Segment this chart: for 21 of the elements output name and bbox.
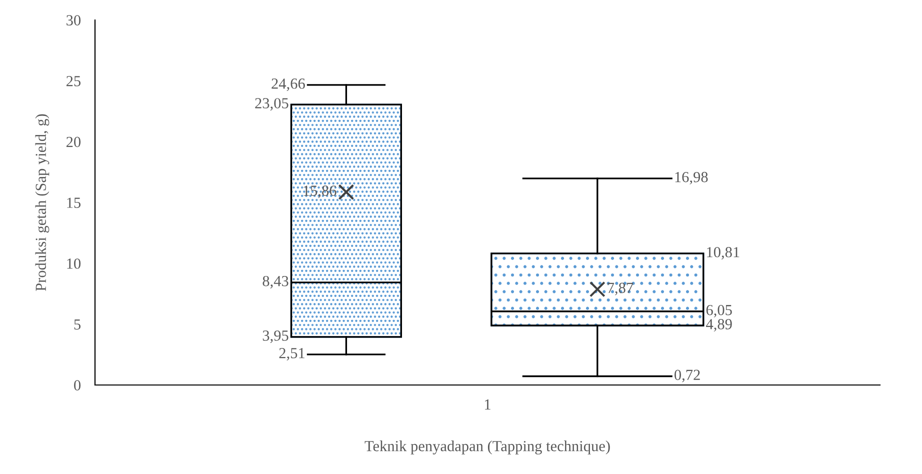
annotation: 8,43	[262, 276, 288, 288]
annotation: 0,72	[674, 370, 700, 382]
x-tick-label: 1	[485, 399, 490, 410]
annotation: 23,05	[255, 98, 288, 111]
annotation: 16,98	[675, 172, 708, 184]
annotation: 7,87	[608, 282, 634, 296]
y-tick-label: 0	[74, 380, 81, 390]
y-axis-title: Produksi getah (Sap yield, g)	[35, 114, 50, 291]
x-axis-title: Teknik penyadapan (Tapping technique)	[364, 440, 610, 454]
y-tick-label: 25	[66, 76, 81, 86]
y-tick-label: 10	[67, 258, 81, 269]
annotation: 2,51	[279, 348, 304, 360]
annotation: 4,89	[706, 319, 732, 332]
y-tick-label: 15	[67, 198, 81, 208]
annotation: 6,05	[706, 304, 732, 318]
annotation: 10,81	[707, 246, 740, 260]
y-tick-label: 30	[66, 15, 81, 26]
annotation: 3,95	[262, 330, 288, 343]
annotation: 24,66	[272, 78, 305, 91]
y-tick-label: 5	[74, 319, 81, 330]
y-tick-label: 20	[66, 136, 81, 148]
